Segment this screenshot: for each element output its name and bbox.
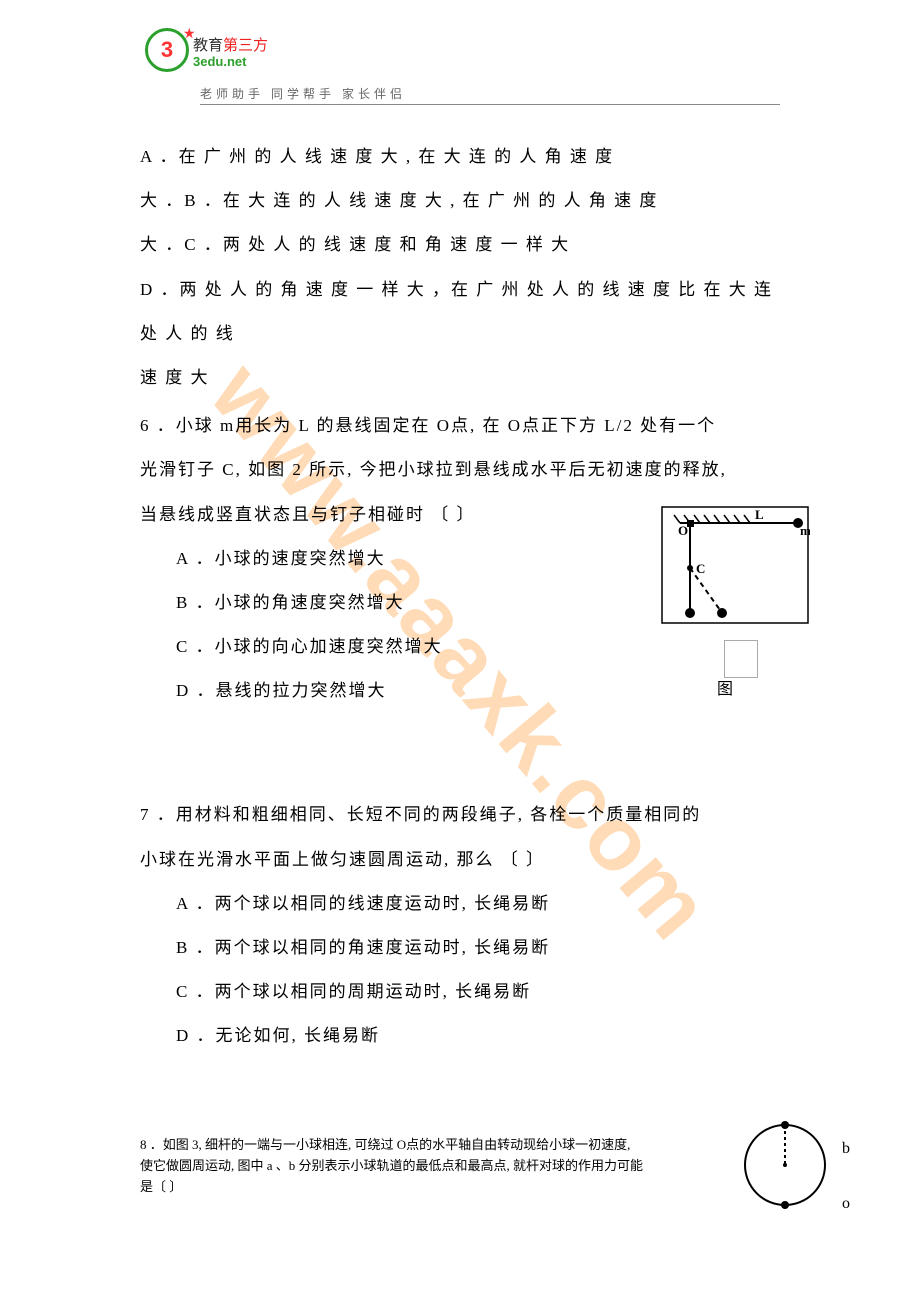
q6-figure: O L m C (660, 505, 810, 625)
q7-stem-1: 7 ．用材料和粗细相同、长短不同的两段绳子, 各栓一个质量相同的 (140, 793, 780, 837)
q6-stem-2: 光滑钉子 C, 如图 2 所示, 今把小球拉到悬线成水平后无初速度的释放, (140, 448, 780, 492)
q5-opt-a: A ．在 广 州 的 人 线 速 度 大 , 在 大 连 的 人 角 速 度 (140, 135, 780, 179)
q7-opt-c: C ．两个球以相同的周期运动时, 长绳易断 (140, 970, 780, 1014)
q7-opt-d: D ．无论如何, 长绳易断 (140, 1014, 780, 1058)
q5-opt-a3: 大 ．C ．两 处 人 的 线 速 度 和 角 速 度 一 样 大 (140, 223, 780, 267)
q8-stem-2: 使它做圆周运动, 图中 a 、b 分别表示小球轨道的最低点和最高点, 就杆对球的… (140, 1156, 780, 1177)
q6-figure-caption: 图 (705, 675, 745, 699)
q7-stem-2: 小球在光滑水平面上做匀速圆周运动, 那么 〔 〕 (140, 838, 780, 882)
header-logo: 3 ★ 教育第三方 3edu.net (145, 28, 275, 78)
q6-label-L: L (755, 507, 764, 522)
q8-label-o: o (842, 1195, 850, 1213)
logo-text-b: 第三方 (223, 38, 268, 54)
q8-figure (740, 1120, 830, 1210)
q8-block: 8 ．如图 3, 细杆的一端与一小球相连, 可绕过 O点的水平轴自由转动现给小球… (140, 1135, 780, 1197)
q6-label-C: C (696, 561, 705, 576)
q8-stem-3: 是〔 〕 (140, 1177, 780, 1198)
q6-label-m: m (800, 523, 810, 538)
q5-opt-a2: 大 ．B ．在 大 连 的 人 线 速 度 大 , 在 广 州 的 人 角 速 … (140, 179, 780, 223)
q8-stem-1: 8 ．如图 3, 细杆的一端与一小球相连, 可绕过 O点的水平轴自由转动现给小球… (140, 1135, 780, 1156)
logo-text-a: 教育 (193, 38, 223, 54)
q6-empty-box (724, 640, 758, 678)
q6-stem-1: 6 ．小球 m用长为 L 的悬线固定在 O点, 在 O点正下方 L/2 处有一个 (140, 404, 780, 448)
q5-opt-d2: 速 度 大 (140, 356, 780, 400)
q5-opt-d: D ．两 处 人 的 角 速 度 一 样 大 ，在 广 州 处 人 的 线 速 … (140, 268, 780, 356)
header-logo-url: 3edu.net (193, 54, 246, 69)
q6-label-O: O (678, 523, 688, 538)
page-body: A ．在 广 州 的 人 线 速 度 大 , 在 大 连 的 人 角 速 度 大… (140, 135, 780, 1059)
header-tagline: 老师助手 同学帮手 家长伴侣 (200, 85, 780, 105)
q7-opt-b: B ．两个球以相同的角速度运动时, 长绳易断 (140, 926, 780, 970)
header-logo-brand: 教育第三方 (193, 34, 268, 55)
q8-label-b: b (842, 1140, 850, 1158)
q6-opt-c: C ．小球的向心加速度突然增大 (140, 625, 780, 669)
q6-opt-d: D ．悬线的拉力突然增大 (140, 669, 780, 713)
q7-opt-a: A ．两个球以相同的线速度运动时, 长绳易断 (140, 882, 780, 926)
